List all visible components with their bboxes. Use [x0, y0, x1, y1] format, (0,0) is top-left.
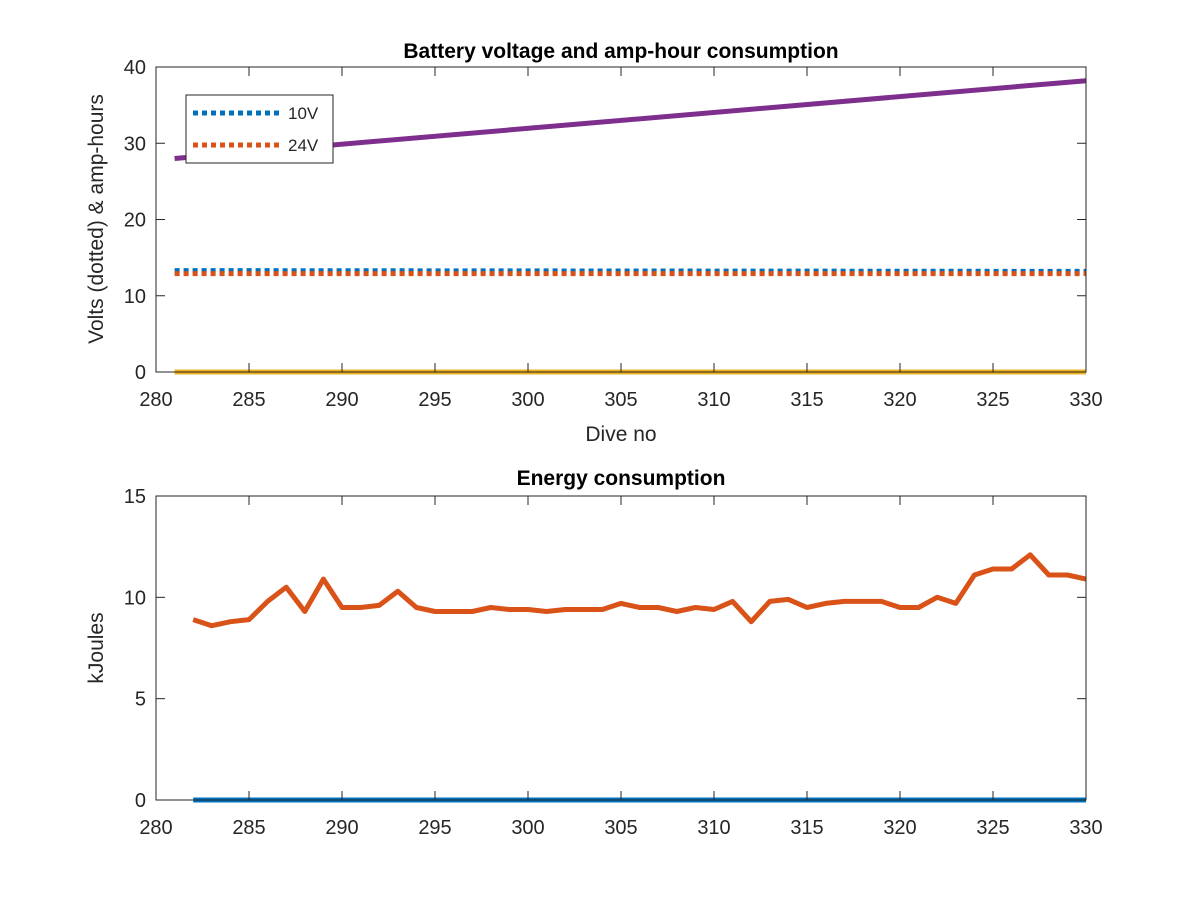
- x-tick-label: 330: [1069, 817, 1102, 839]
- y-tick-label: 0: [135, 790, 146, 812]
- x-tick-label: 325: [976, 817, 1009, 839]
- y-axis-label: kJoules: [85, 612, 108, 683]
- y-tick-label: 30: [124, 133, 146, 155]
- chart-title: Energy consumption: [517, 467, 726, 490]
- x-tick-label: 320: [883, 817, 916, 839]
- legend-box: [185, 94, 334, 164]
- x-tick-label: 285: [232, 389, 265, 411]
- x-tick-label: 290: [325, 817, 358, 839]
- legend: 10V 24V: [185, 94, 334, 164]
- x-tick-label: 310: [697, 817, 730, 839]
- y-tick-label: 5: [135, 689, 146, 711]
- ticks-layer: 280 285 290 295 300 305 310 315 320 325 330 0 5 10 15: [124, 486, 1103, 839]
- x-axis-label: Dive no: [585, 423, 656, 446]
- legend-label-10v: 10V: [288, 104, 319, 123]
- series-line-1-1: [192, 552, 1087, 629]
- x-tick-label: 305: [604, 817, 637, 839]
- x-tick-label: 315: [790, 817, 823, 839]
- x-tick-label: 305: [604, 389, 637, 411]
- x-tick-label: 300: [511, 389, 544, 411]
- chart-title: Battery voltage and amp-hour consumption: [403, 40, 838, 63]
- y-tick-label: 10: [124, 587, 146, 609]
- x-tick-label: 300: [511, 817, 544, 839]
- x-tick-label: 290: [325, 389, 358, 411]
- y-tick-label: 40: [124, 57, 146, 79]
- x-tick-label: 330: [1069, 389, 1102, 411]
- ticks-layer: 280 285 290 295 300 305 310 315 320 325 330 0 10 20 30…: [124, 57, 1103, 411]
- energy-subplot: 280 285 290 295 300 305 310 315 320 325 330051015 …: [85, 467, 1103, 839]
- x-tick-label: 285: [232, 817, 265, 839]
- plot-area-background: [156, 496, 1086, 800]
- legend-label-24v: 24V: [288, 136, 319, 155]
- y-tick-label: 10: [124, 286, 146, 308]
- x-tick-label: 280: [139, 817, 172, 839]
- y-tick-label: 20: [124, 210, 146, 232]
- x-tick-label: 295: [418, 389, 451, 411]
- x-tick-label: 325: [976, 389, 1009, 411]
- x-tick-label: 295: [418, 817, 451, 839]
- y-tick-label: 15: [124, 486, 146, 508]
- x-tick-label: 315: [790, 389, 823, 411]
- x-tick-label: 280: [139, 389, 172, 411]
- x-tick-label: 310: [697, 389, 730, 411]
- y-tick-label: 0: [135, 362, 146, 384]
- x-tick-label: 320: [883, 389, 916, 411]
- y-axis-label: Volts (dotted) & amp-hours: [85, 94, 108, 344]
- voltage-amphour-subplot: 280 285 290 295 300 305 310 315 320 325 330 0 10 20 30…: [85, 40, 1103, 446]
